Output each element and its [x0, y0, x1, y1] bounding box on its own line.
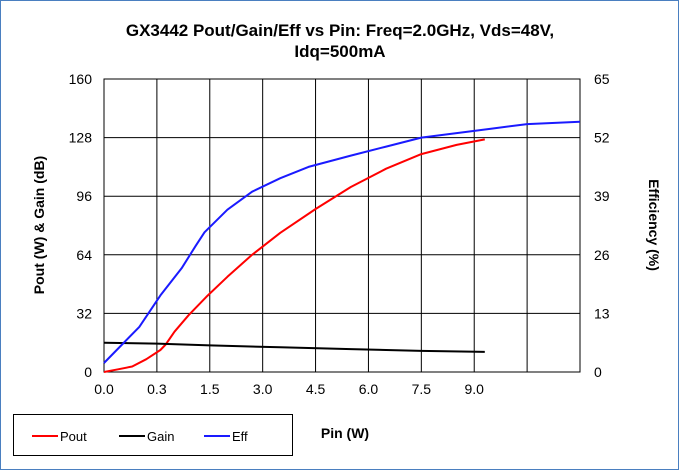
- y-right-tick-label: 52: [594, 130, 610, 146]
- legend-label-gain: Gain: [147, 429, 174, 444]
- series-line-pout: [103, 138, 485, 373]
- y-right-tick-label: 65: [594, 71, 610, 87]
- x-tick-label: 1.5: [200, 381, 220, 397]
- legend-label-eff: Eff: [232, 429, 248, 444]
- y-left-tick-label: 32: [76, 305, 92, 321]
- y-axis-right-label: Efficiency (%): [646, 179, 662, 271]
- y-axis-left-label: Pout (W) & Gain (dB): [31, 156, 47, 294]
- chart-title-line2: Idq=500mA: [294, 42, 385, 61]
- y-right-tick-label: 13: [594, 305, 610, 321]
- x-tick-label: 3.0: [253, 381, 273, 397]
- legend: Pout Gain Eff: [13, 414, 293, 456]
- x-tick-label: 0.0: [94, 381, 114, 397]
- y-left-tick-label: 160: [69, 71, 93, 87]
- series-line-gain: [103, 341, 485, 353]
- series-line-eff: [103, 120, 581, 364]
- chart-title-line1: GX3442 Pout/Gain/Eff vs Pin: Freq=2.0GHz…: [126, 21, 554, 40]
- y-right-tick-label: 39: [594, 188, 610, 204]
- x-tick-label: 4.5: [306, 381, 326, 397]
- legend-label-pout: Pout: [60, 429, 87, 444]
- y-right-tick-label: 26: [594, 247, 610, 263]
- x-tick-label: 0.3: [147, 381, 167, 397]
- y-left-tick-label: 64: [76, 247, 92, 263]
- x-tick-label: 6.0: [359, 381, 379, 397]
- plot-background: [103, 78, 581, 373]
- x-tick-label: 9.0: [464, 381, 484, 397]
- plot-area: 0 32 64 96 128 160 0 13 26 39 52 65 0.0 0.3 1.5 3.0 4.5 6…: [69, 71, 610, 397]
- y-left-tick-label: 0: [84, 364, 92, 380]
- y-right-tick-label: 0: [594, 364, 602, 380]
- x-axis-label: Pin (W): [321, 425, 369, 441]
- x-tick-label: 7.5: [412, 381, 432, 397]
- y-left-tick-label: 96: [76, 188, 92, 204]
- y-left-tick-label: 128: [69, 130, 93, 146]
